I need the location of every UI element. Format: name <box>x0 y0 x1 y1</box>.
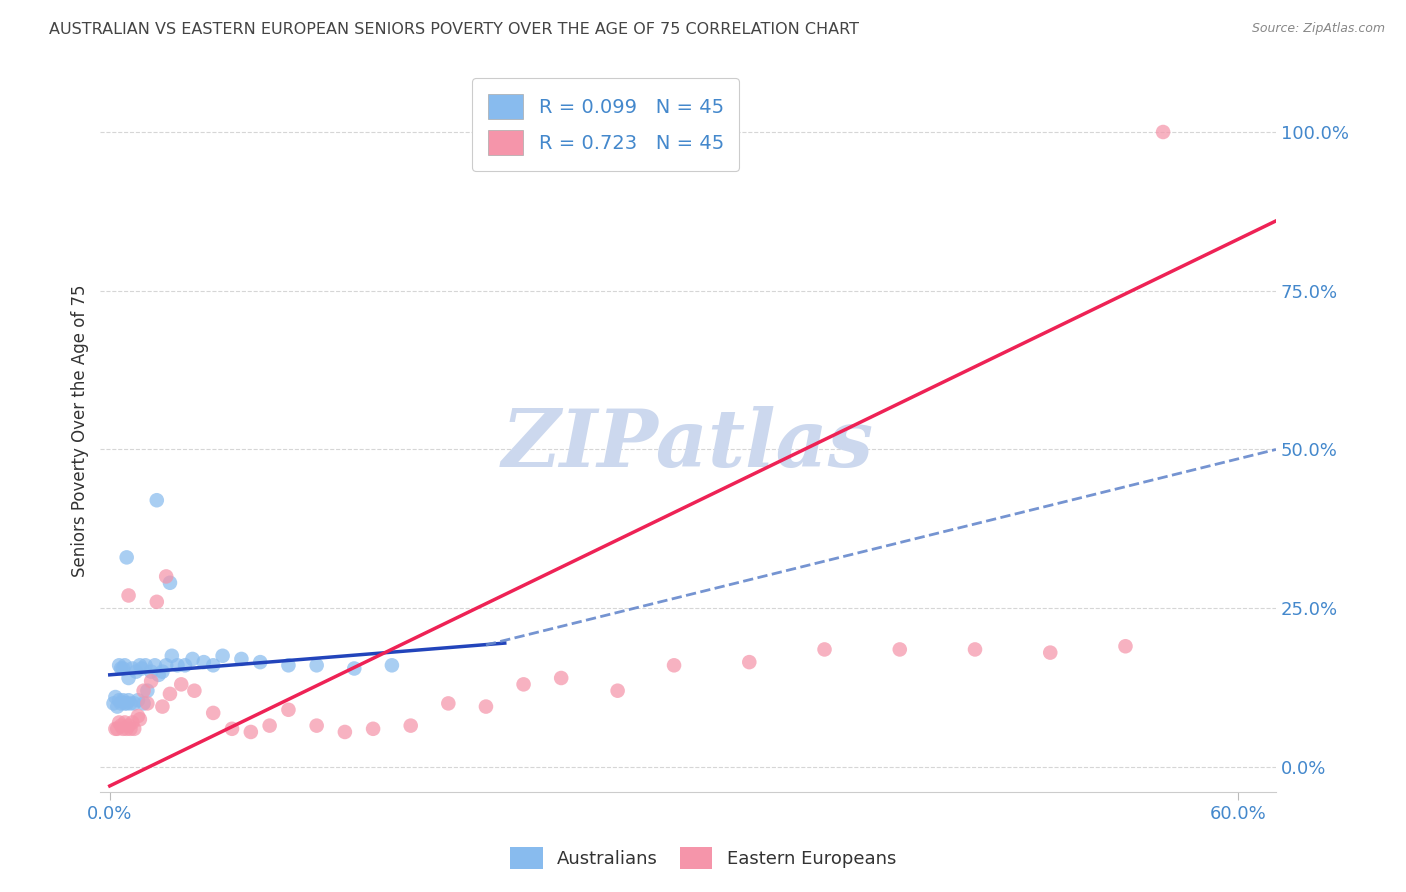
Point <box>249 655 271 669</box>
Point <box>437 697 460 711</box>
Point <box>166 658 188 673</box>
Point <box>122 722 145 736</box>
Point <box>333 725 356 739</box>
Point <box>110 661 132 675</box>
Point <box>160 648 183 663</box>
Point <box>115 722 138 736</box>
Point <box>117 589 139 603</box>
Point <box>1114 640 1136 654</box>
Point <box>963 642 986 657</box>
Point <box>105 699 128 714</box>
Point <box>114 697 136 711</box>
Point <box>104 722 127 736</box>
Point <box>159 687 181 701</box>
Point <box>399 718 422 732</box>
Point <box>136 683 159 698</box>
Point <box>132 683 155 698</box>
Point <box>115 550 138 565</box>
Legend: R = 0.099   N = 45, R = 0.723   N = 45: R = 0.099 N = 45, R = 0.723 N = 45 <box>472 78 740 171</box>
Point <box>139 674 162 689</box>
Point <box>128 658 150 673</box>
Point <box>343 661 366 675</box>
Point <box>277 658 299 673</box>
Point <box>104 690 127 704</box>
Point <box>117 718 139 732</box>
Point <box>550 671 572 685</box>
Point <box>193 655 215 669</box>
Point <box>120 722 142 736</box>
Point <box>115 697 138 711</box>
Point <box>114 658 136 673</box>
Text: AUSTRALIAN VS EASTERN EUROPEAN SENIORS POVERTY OVER THE AGE OF 75 CORRELATION CH: AUSTRALIAN VS EASTERN EUROPEAN SENIORS P… <box>49 22 859 37</box>
Point <box>127 693 149 707</box>
Text: Source: ZipAtlas.com: Source: ZipAtlas.com <box>1251 22 1385 36</box>
Text: ZIPatlas: ZIPatlas <box>502 406 875 483</box>
Legend: Australians, Eastern Europeans: Australians, Eastern Europeans <box>501 838 905 879</box>
Point <box>108 693 131 707</box>
Point <box>120 697 142 711</box>
Point <box>132 697 155 711</box>
Point <box>239 725 262 739</box>
Point <box>361 722 384 736</box>
Point <box>146 493 169 508</box>
Point <box>108 715 131 730</box>
Point <box>889 642 911 657</box>
Point <box>381 658 404 673</box>
Point <box>134 658 156 673</box>
Point <box>110 718 132 732</box>
Point <box>121 661 143 675</box>
Point <box>103 697 125 711</box>
Point <box>259 718 281 732</box>
Point <box>139 665 162 679</box>
Point <box>111 722 134 736</box>
Point <box>125 665 148 679</box>
Point <box>136 697 159 711</box>
Point <box>170 677 193 691</box>
Point <box>305 658 328 673</box>
Point <box>305 718 328 732</box>
Y-axis label: Seniors Poverty Over the Age of 75: Seniors Poverty Over the Age of 75 <box>72 285 89 576</box>
Point <box>127 709 149 723</box>
Point <box>606 683 628 698</box>
Point <box>738 655 761 669</box>
Point <box>152 665 174 679</box>
Point <box>131 661 153 675</box>
Point <box>117 693 139 707</box>
Point <box>475 699 498 714</box>
Point <box>108 658 131 673</box>
Point <box>221 722 243 736</box>
Point <box>152 699 174 714</box>
Point <box>111 661 134 675</box>
Point <box>128 712 150 726</box>
Point <box>277 703 299 717</box>
Point <box>1039 646 1062 660</box>
Point <box>155 569 177 583</box>
Point <box>181 652 204 666</box>
Point <box>110 697 132 711</box>
Point <box>813 642 835 657</box>
Point <box>122 697 145 711</box>
Point <box>183 683 205 698</box>
Point <box>146 595 169 609</box>
Point <box>148 668 170 682</box>
Point <box>143 658 166 673</box>
Point <box>202 658 225 673</box>
Point <box>155 658 177 673</box>
Point <box>174 658 197 673</box>
Point <box>111 693 134 707</box>
Point <box>1152 125 1174 139</box>
Point <box>114 715 136 730</box>
Point <box>662 658 685 673</box>
Point <box>231 652 253 666</box>
Point <box>211 648 233 663</box>
Point <box>159 575 181 590</box>
Point <box>105 722 128 736</box>
Point <box>202 706 225 720</box>
Point <box>121 715 143 730</box>
Point <box>117 671 139 685</box>
Point <box>512 677 534 691</box>
